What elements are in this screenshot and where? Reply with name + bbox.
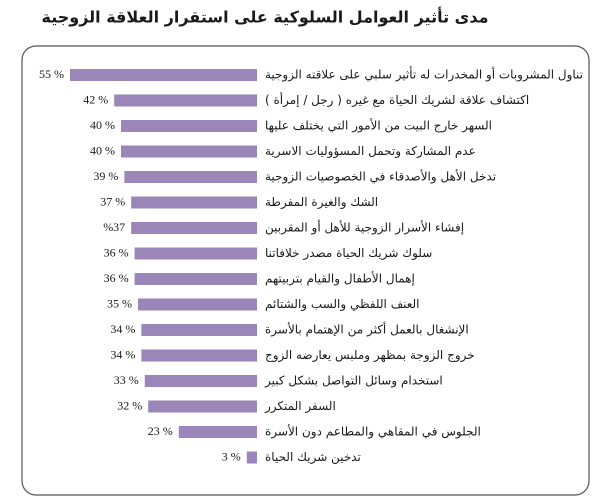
category-label: تدخل الأهل والأصدقاء في الخصوصيات الزوجي… [265, 169, 496, 185]
category-label: السهر خارج البيت من الأمور التي يختلف عل… [265, 118, 492, 134]
value-label: 3 % [222, 449, 241, 463]
bar [134, 273, 257, 285]
bar [134, 247, 257, 260]
value-label: 32 % [117, 398, 142, 412]
value-label: 34 % [110, 322, 135, 336]
bar [70, 69, 257, 81]
bar [138, 298, 257, 311]
value-label: 39 % [93, 169, 118, 183]
category-label: خروج الزوجة بمظهر وملبس يعارضه الزوج [265, 348, 475, 363]
value-label: 42 % [83, 92, 108, 106]
value-label: 40 % [90, 118, 115, 132]
bar [144, 375, 257, 387]
bar [131, 196, 257, 209]
value-label: 34 % [110, 347, 135, 361]
bar [124, 171, 258, 183]
value-label: 36 % [104, 245, 129, 259]
category-label: الجلوس في المقاهي والمطاعم دون الأسرة [265, 424, 481, 440]
value-label: %37 [103, 220, 125, 234]
category-label: تناول المشروبات أو المخدرات له تأثير سلب… [265, 66, 583, 83]
category-label: سلوك شريك الحياة مصدر خلافاتنا [265, 246, 432, 261]
bar [178, 426, 257, 438]
category-label: استخدام وسائل التواصل بشكل كبير [264, 374, 443, 389]
bar [121, 120, 257, 132]
category-label: اكتشاف علاقة لشريك الحياة مع غيره ( رجل … [265, 92, 529, 108]
value-label: 40 % [90, 143, 115, 157]
value-label: 36 % [104, 271, 129, 285]
value-label: 33 % [114, 373, 139, 387]
category-label: العنف اللفظي والسب والشتائم [265, 297, 420, 312]
category-label: الإنشغال بالعمل أكثر من الإهتمام بالأسرة [265, 322, 469, 338]
value-label: 55 % [39, 67, 64, 81]
bar [141, 349, 257, 362]
category-label: الشك والغيرة المفرطة [265, 195, 378, 210]
bar [121, 145, 257, 158]
category-label: عدم المشاركة وتحمل المسؤوليات الاسرية [265, 144, 476, 159]
chart-title: مدى تأثير العوامل السلوكية على استقرار ا… [42, 7, 489, 27]
value-label: 23 % [148, 424, 173, 438]
category-label: تدخين شريك الحياة [265, 450, 361, 465]
category-label: إهمال الأطفال والقيام بتربيتهم [265, 271, 415, 287]
bar [246, 451, 257, 464]
value-label: 37 % [100, 194, 125, 208]
bar [148, 400, 257, 413]
frame [21, 45, 590, 496]
bar [114, 94, 257, 107]
bar [131, 222, 257, 234]
category-label: السفر المتكرر [264, 399, 336, 414]
bar [141, 324, 257, 336]
category-label: إفشاء الأسرار الزوجية للأهل أو المقربين [265, 220, 464, 236]
value-label: 35 % [107, 296, 132, 310]
